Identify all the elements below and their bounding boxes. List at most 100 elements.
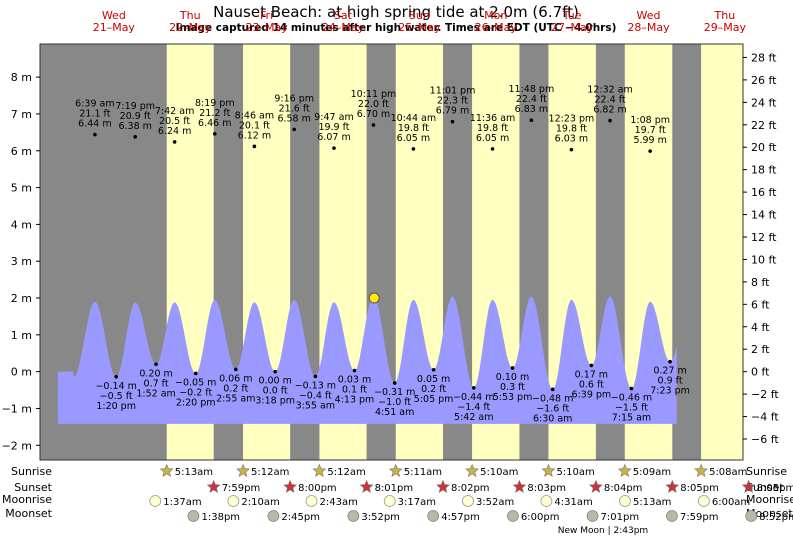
moonset-time: 7:01pm: [601, 512, 640, 523]
tide-area: [57, 296, 677, 424]
high-tide-time: 9:16 pm: [274, 93, 314, 104]
chart-subtitle: Image captured 14 minutes after high wat…: [176, 22, 617, 34]
low-tide-m: 0.27 m: [653, 366, 686, 377]
low-tide-time: 7:15 am: [612, 413, 651, 424]
low-tide-time: 2:55 am: [216, 393, 255, 404]
sunrise-time: 5:12am: [327, 467, 365, 478]
sunset-time: 8:00pm: [298, 483, 337, 494]
sunset-time: 8:01pm: [375, 483, 414, 494]
y-right-tick-label: 2 ft: [751, 343, 770, 356]
low-tide-m: 0.00 m: [258, 376, 291, 387]
high-tide-m: 6.24 m: [158, 126, 191, 137]
low-tide-m: 0.20 m: [139, 368, 172, 379]
low-tide-time: 5:53 pm: [493, 392, 533, 403]
high-tide-ft: 21.2 ft: [199, 108, 230, 119]
low-tide-m: −0.46 m: [611, 393, 652, 404]
moonset-icon: [745, 510, 758, 522]
low-tide-m: 0.10 m: [496, 372, 529, 383]
high-tide-ft: 21.1 ft: [79, 109, 110, 120]
high-tide-ft: 21.6 ft: [279, 103, 310, 114]
moonrise-icon: [540, 495, 553, 507]
moonrise-icon: [619, 495, 631, 507]
high-tide-point: [292, 127, 296, 132]
moonrise-icon: [383, 495, 396, 507]
y-left-tick-label: 7 m: [11, 108, 32, 121]
high-tide-ft: 22.0 ft: [358, 99, 389, 110]
sunrise-icon: [388, 463, 403, 477]
sunrise-time: 5:10am: [556, 467, 594, 478]
moonrise-time: 6:00am: [712, 497, 750, 508]
low-tide-time: 6:30 am: [533, 413, 572, 424]
low-tide-time: 1:20 pm: [96, 401, 136, 412]
sunset-time: 8:02pm: [451, 483, 490, 494]
day-weekday: Wed: [636, 9, 660, 22]
high-tide-point: [212, 132, 217, 136]
y-right-tick-label: 6 ft: [751, 298, 770, 311]
high-tide-m: 5.99 m: [633, 135, 666, 146]
moonrise-time: 3:17am: [398, 497, 436, 508]
moonrise-icon: [305, 495, 318, 507]
high-tide-time: 12:23 pm: [549, 114, 595, 125]
y-right-tick-label: 22 ft: [751, 119, 777, 132]
sunrise-time: 5:09am: [633, 467, 671, 478]
moonrise-time: 4:31am: [554, 497, 592, 508]
y-left-tick-label: 2 m: [11, 292, 32, 305]
high-tide-point: [648, 149, 652, 153]
low-tide-time: 2:20 pm: [176, 397, 216, 408]
low-tide-ft: 0.2 ft: [421, 384, 446, 395]
sunset-icon: [206, 479, 221, 493]
sunset-icon: [741, 479, 756, 493]
high-tide-point: [490, 147, 495, 151]
y-left-tick-label: 0 m: [11, 366, 32, 379]
row-label-left: Sunset: [14, 481, 52, 494]
high-tide-ft: 19.8 ft: [556, 124, 587, 135]
high-tide-m: 6.05 m: [397, 133, 430, 144]
moonset-icon: [507, 510, 519, 522]
high-tide-ft: 22.4 ft: [595, 95, 626, 106]
sunrise-icon: [541, 463, 556, 477]
low-tide-ft: 0.1 ft: [342, 385, 367, 396]
sunset-icon: [512, 479, 527, 493]
low-tide-ft: 0.2 ft: [223, 383, 248, 394]
day-date: 24–May: [322, 21, 365, 34]
high-tide-m: 6.38 m: [118, 121, 151, 132]
day-weekday: Mon: [484, 9, 507, 22]
y-right-tick-label: 20 ft: [751, 141, 777, 154]
moon-phase-note: New Moon | 2:43pm: [558, 526, 648, 536]
sunset-icon: [665, 479, 680, 493]
sunset-icon: [283, 479, 298, 493]
high-tide-ft: 19.9 ft: [318, 122, 349, 133]
high-tide-ft: 22.3 ft: [437, 96, 468, 107]
moonrise-icon: [227, 495, 240, 507]
y-right-tick-label: 8 ft: [751, 276, 770, 289]
low-tide-m: −0.14 m: [95, 381, 136, 392]
high-tide-ft: 22.4 ft: [516, 94, 547, 105]
y-right-tick-label: −2 ft: [751, 388, 779, 401]
low-tide-time: 5:42 am: [454, 412, 493, 423]
high-tide-time: 10:44 am: [391, 113, 436, 124]
high-tide-point: [608, 118, 612, 123]
moonset-icon: [427, 510, 440, 522]
low-tide-ft: −0.4 ft: [299, 390, 332, 401]
sunrise-time: 5:13am: [175, 467, 213, 478]
high-tide-ft: 19.8 ft: [477, 123, 508, 134]
y-right-tick-label: −6 ft: [751, 433, 779, 446]
low-tide-ft: 0.9 ft: [658, 376, 683, 387]
moonset-icon: [586, 510, 599, 522]
low-tide-ft: −0.2 ft: [179, 387, 212, 398]
low-tide-ft: 0.3 ft: [500, 382, 525, 393]
sunrise-icon: [159, 463, 174, 477]
moonset-icon: [187, 510, 200, 522]
sunset-icon: [588, 479, 603, 493]
high-tide-ft: 19.7 ft: [635, 125, 666, 136]
day-date: 27–May: [551, 21, 594, 34]
moonset-time: 1:38pm: [201, 512, 240, 523]
y-left-tick-label: 1 m: [11, 329, 32, 342]
y-left-tick-label: 5 m: [11, 182, 32, 195]
day-weekday: Tue: [562, 9, 582, 22]
high-tide-point: [411, 147, 416, 151]
high-tide-ft: 19.8 ft: [398, 123, 429, 134]
low-tide-m: 0.17 m: [575, 369, 608, 380]
high-tide-m: 6.44 m: [78, 119, 111, 130]
